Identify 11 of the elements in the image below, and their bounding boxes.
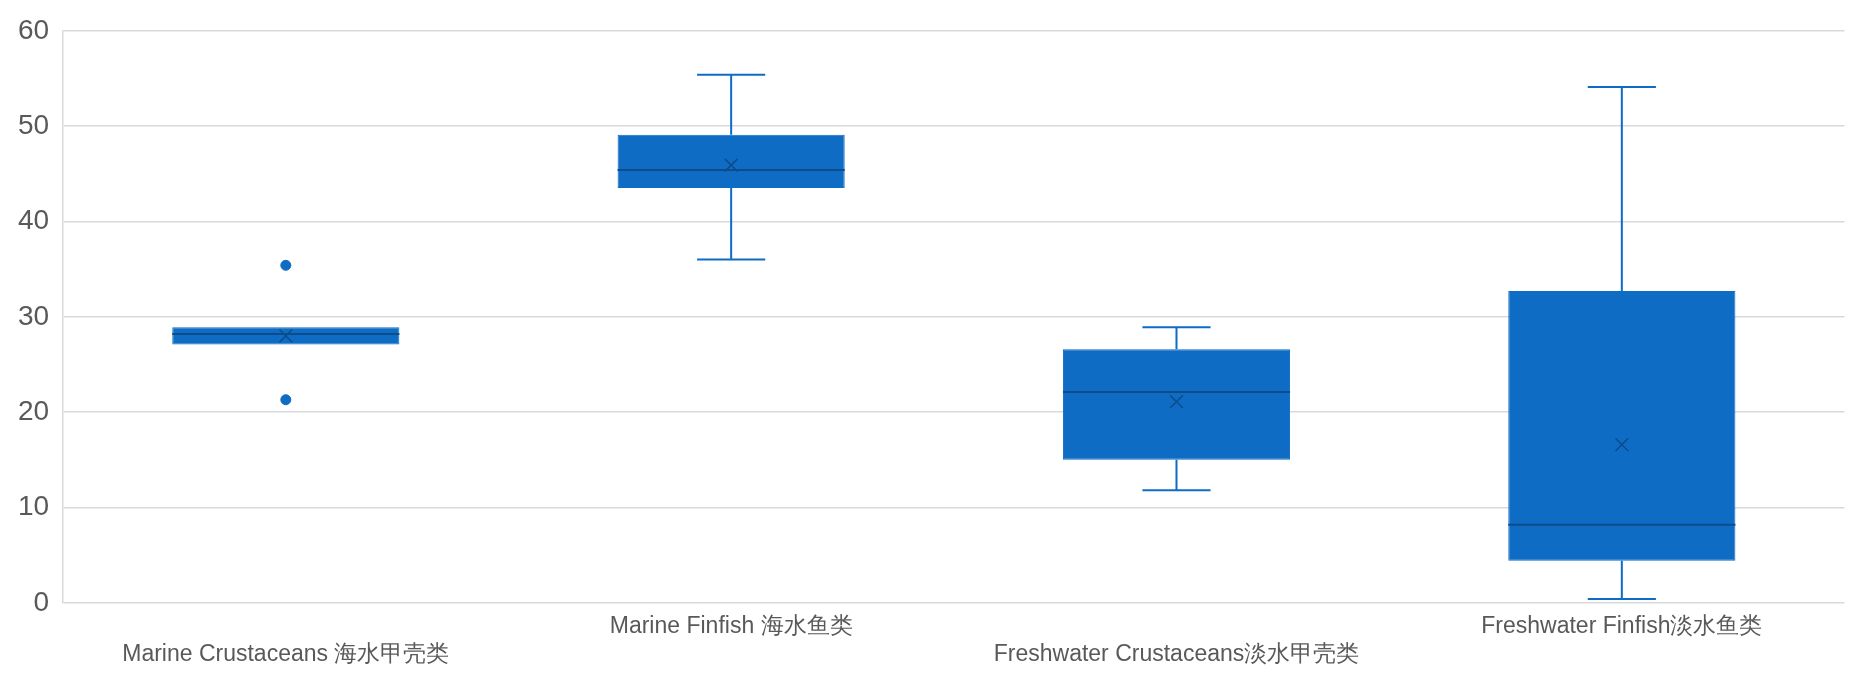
y-tick-label: 20 [17, 394, 50, 426]
y-tick-label: 50 [17, 108, 50, 140]
y-tick-label: 10 [17, 490, 50, 522]
y-tick-label: 40 [17, 204, 50, 236]
x-tick-label: Freshwater Crustaceans淡水甲壳类 [993, 639, 1360, 666]
x-tick-label: Freshwater Finfish淡水鱼类 [1481, 611, 1763, 638]
y-tick-label: 0 [33, 585, 50, 617]
x-tick-label: Marine Finfish 海水鱼类 [609, 611, 853, 638]
y-tick-label: 30 [17, 299, 50, 331]
x-tick-label: Marine Crustaceans 海水甲壳类 [122, 639, 450, 666]
y-tick-label: 60 [17, 13, 50, 45]
